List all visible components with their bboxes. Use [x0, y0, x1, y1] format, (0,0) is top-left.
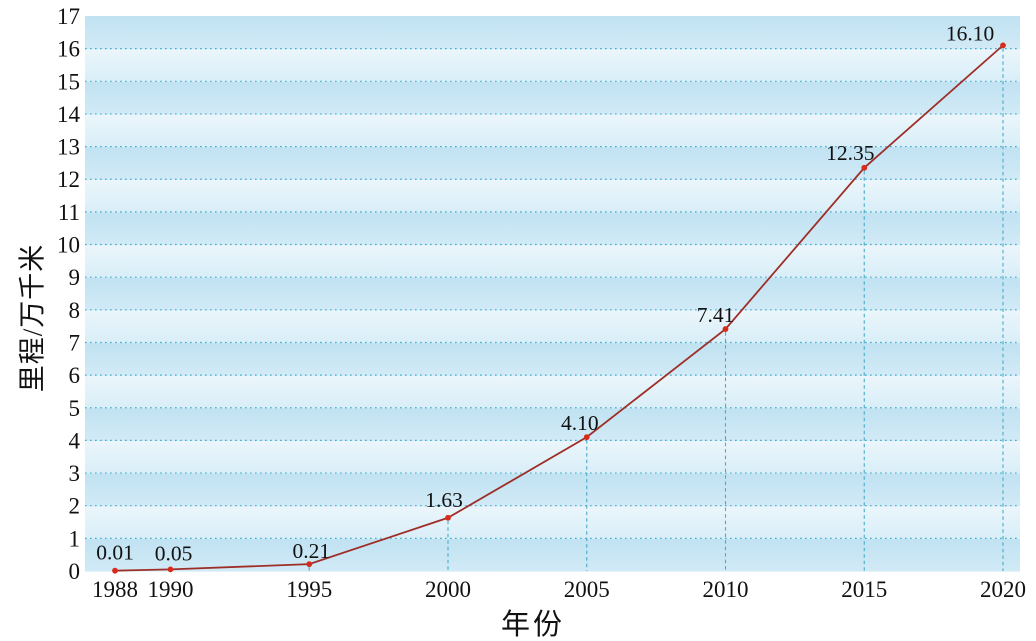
data-point	[112, 567, 118, 574]
data-point	[167, 566, 174, 573]
x-tick-label: 2010	[703, 577, 749, 602]
plot-band	[85, 48, 1020, 82]
plot-band	[85, 277, 1020, 311]
y-tick-label: 13	[57, 135, 80, 160]
plot-band	[85, 113, 1020, 148]
plot-band	[85, 375, 1020, 409]
x-tick-label: 2000	[425, 577, 471, 602]
plot-band	[85, 146, 1020, 180]
data-point	[861, 164, 868, 171]
plot-band	[85, 211, 1020, 246]
data-point	[583, 434, 590, 441]
plot-band	[85, 16, 1020, 50]
y-tick-label: 9	[69, 265, 81, 290]
plot-band	[85, 342, 1020, 376]
point-label: 16.10	[946, 21, 994, 45]
point-label: 0.21	[292, 539, 330, 563]
x-tick-label: 1988	[92, 577, 138, 602]
point-label: 0.05	[155, 541, 193, 565]
plot-band	[85, 505, 1020, 539]
plot-band	[85, 407, 1020, 442]
x-tick-label: 1990	[148, 577, 194, 602]
plot-band	[85, 473, 1020, 507]
y-tick-label: 16	[57, 37, 80, 62]
point-label: 12.35	[826, 141, 874, 165]
x-tick-label: 2015	[841, 577, 887, 602]
y-tick-label: 4	[69, 428, 81, 453]
y-tick-label: 6	[69, 363, 81, 388]
y-tick-label: 3	[69, 461, 81, 486]
plot-band	[85, 309, 1020, 344]
point-label: 1.63	[425, 488, 463, 512]
y-tick-label: 7	[69, 330, 81, 355]
y-tick-label: 10	[57, 233, 80, 258]
y-tick-label: 2	[69, 494, 81, 519]
plot-band	[85, 244, 1020, 278]
y-tick-label: 8	[69, 298, 81, 323]
data-point	[445, 514, 451, 521]
point-label: 0.01	[96, 541, 134, 565]
y-tick-label: 1	[69, 526, 81, 551]
y-tick-label: 5	[69, 396, 81, 421]
x-tick-label: 1995	[286, 577, 332, 602]
plot-band	[85, 81, 1020, 115]
data-point	[1000, 42, 1006, 49]
y-axis-title: 里程/万千米	[17, 243, 48, 393]
point-label: 4.10	[561, 411, 599, 435]
data-point	[722, 326, 729, 332]
plot-band	[85, 179, 1020, 213]
y-tick-label: 0	[69, 559, 81, 584]
y-tick-label: 15	[57, 69, 80, 94]
data-line	[114, 44, 1004, 572]
point-label: 7.41	[697, 303, 735, 327]
x-tick-label: 2020	[980, 577, 1026, 602]
y-tick-label: 12	[57, 167, 80, 192]
x-axis-title: 年份	[500, 609, 566, 641]
data-point	[306, 561, 313, 568]
y-tick-label: 14	[57, 102, 81, 127]
y-tick-label: 11	[58, 200, 80, 225]
x-tick-label: 2005	[564, 577, 610, 602]
y-tick-label: 17	[57, 4, 80, 29]
